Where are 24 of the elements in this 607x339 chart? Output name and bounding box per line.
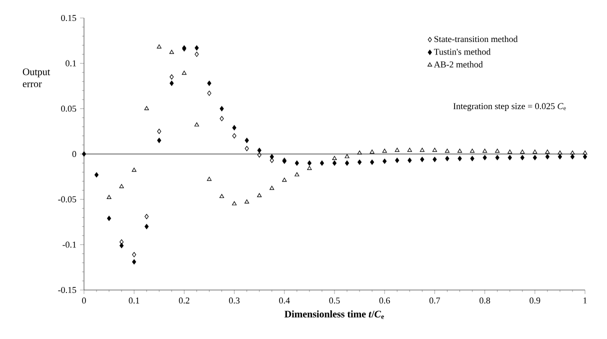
x-tick-label: 0.8 — [480, 298, 490, 304]
annotation: Integration step size = 0.025 C$_{e}$ — [453, 103, 566, 112]
y-tick-label: -0.15 — [58, 286, 76, 294]
legend-label: AB-2 method — [434, 61, 483, 68]
x-axis-title: Dimensionless time t/C$_{e}$ — [284, 310, 384, 319]
x-tick-label: 0.7 — [429, 298, 440, 304]
x-tick-label: 0 — [82, 298, 86, 304]
x-tick-label: 0.5 — [329, 298, 340, 304]
x-tick-label: 0.4 — [279, 298, 290, 304]
x-tick-label: 0.3 — [229, 298, 240, 304]
x-tick-label: 1 — [584, 298, 587, 304]
legend-label: State-transition method — [434, 36, 518, 42]
x-tick-label: 0.9 — [530, 298, 540, 304]
y-tick-label: 0.05 — [61, 106, 76, 112]
x-tick-label: 0.6 — [379, 298, 390, 304]
legend-label: Tustin's method — [434, 48, 491, 55]
y-axis-title: Output error — [22, 68, 50, 88]
y-tick-label: -0.1 — [62, 242, 76, 248]
x-tick-label: 0.1 — [128, 298, 140, 304]
y-tick-label: -0.05 — [58, 196, 76, 202]
y-tick-label: 0 — [72, 150, 76, 158]
y-tick-label: 0.1 — [66, 60, 76, 66]
x-tick-label: 0.2 — [178, 298, 190, 304]
y-tick-label: 0.15 — [61, 14, 76, 22]
